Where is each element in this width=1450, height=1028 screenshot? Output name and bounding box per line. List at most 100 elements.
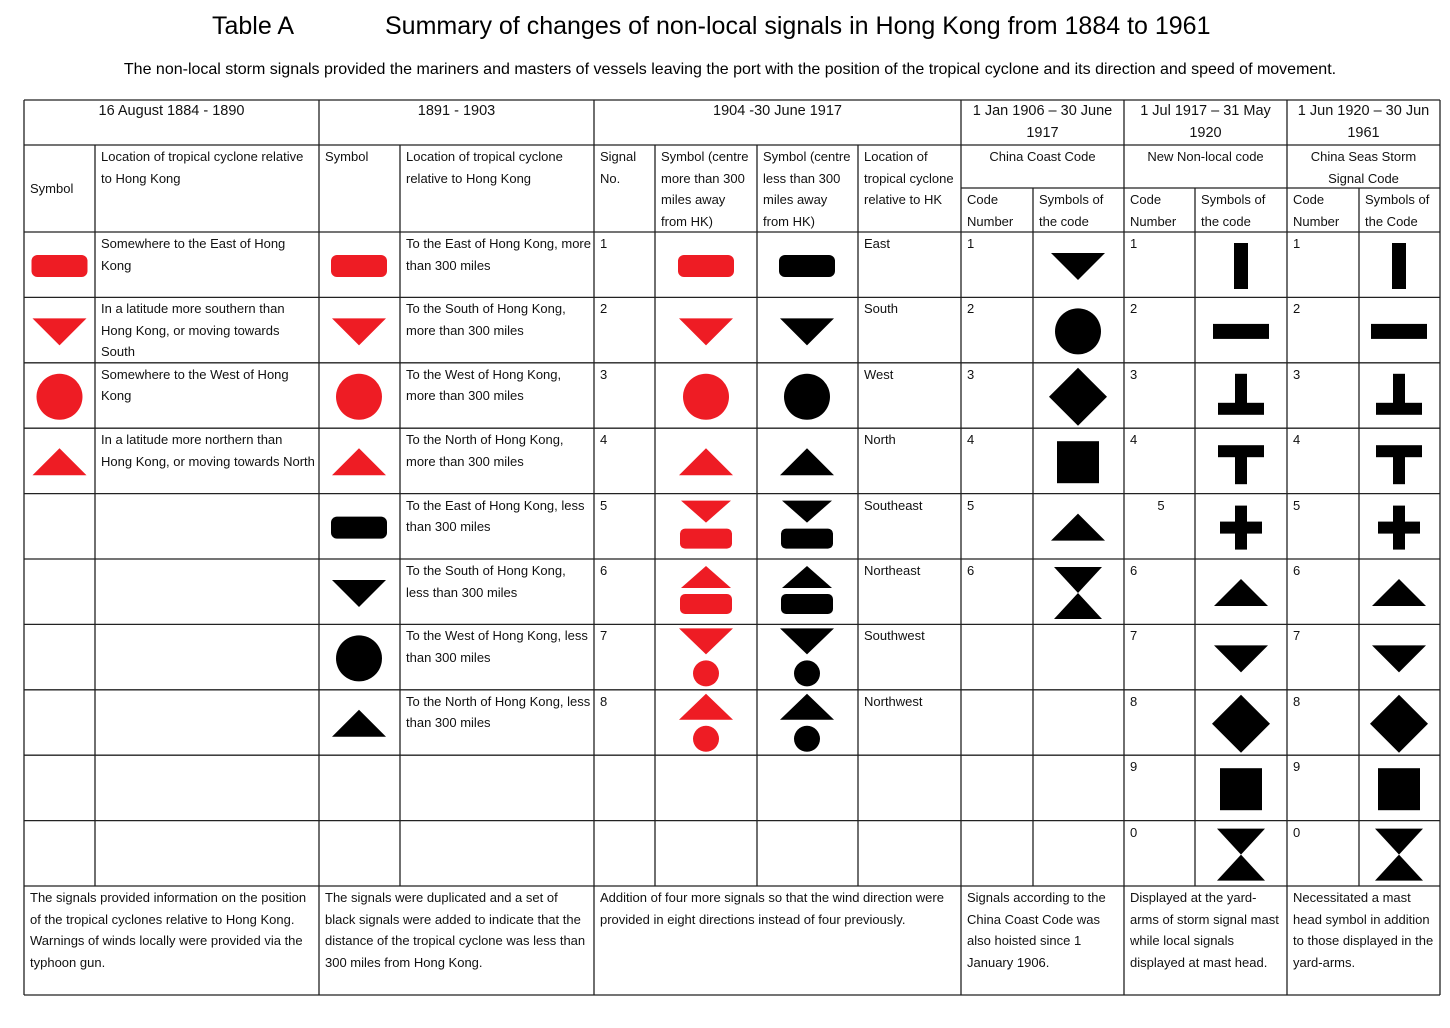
cell-text: East (864, 236, 891, 251)
signal-symbol (331, 516, 387, 539)
column-header: Signal No. (600, 149, 637, 186)
cell-text: 8 (1130, 693, 1138, 709)
cell-text: 4 (1293, 432, 1301, 448)
cell-text: 4 (1130, 432, 1138, 448)
signal-symbol (1217, 828, 1265, 855)
signal-symbol (31, 255, 88, 277)
column-header: Symbols of the code (1201, 192, 1266, 229)
signal-symbol (784, 373, 830, 420)
signal-symbol (680, 528, 732, 549)
note: Displayed at the yard-arms of storm sign… (1130, 890, 1279, 970)
signal-symbol (336, 635, 382, 682)
signal-symbol (332, 580, 386, 607)
period-header: 1 Jun 1920 – 30 Jun 1961 (1297, 103, 1430, 141)
signal-symbol (1214, 645, 1268, 673)
cell-text: To the South of Hong Kong, more than 300… (406, 301, 566, 338)
cell-text: 0 (1293, 824, 1301, 840)
cell-text: 6 (1293, 563, 1301, 578)
cell-text: 2 (967, 301, 975, 317)
signal-symbol (32, 448, 87, 476)
cell-text: In a latitude more northern than Hong Ko… (101, 432, 315, 469)
cell-text: North (864, 432, 896, 448)
signal-symbol (782, 500, 832, 523)
signal-symbol (1057, 441, 1099, 484)
period-header: 1 Jan 1906 – 30 June 1917 (972, 103, 1113, 141)
title: Summary of changes of non-local signals … (385, 12, 1211, 40)
cell-text: 5 (1157, 497, 1165, 513)
signal-symbol (1218, 402, 1264, 415)
cell-text: 5 (967, 497, 975, 513)
signal-symbol (1392, 243, 1406, 289)
cell-text: Somewhere to the East of Hong Kong (101, 236, 286, 273)
signal-symbol (336, 373, 382, 420)
signal-symbol (1378, 768, 1420, 811)
cell-text: 1 (600, 236, 608, 251)
column-header: Symbol (centre more than 300 miles away … (661, 149, 749, 229)
signal-symbol (679, 448, 733, 476)
column-header: Symbols of the code (1039, 192, 1104, 229)
cell-text: To the North of Hong Kong, less than 300… (406, 693, 591, 731)
cell-text: West (864, 366, 894, 382)
cell-text: Northwest (864, 693, 923, 709)
period-header: 16 August 1884 - 1890 (98, 103, 245, 119)
signal-symbol (693, 725, 719, 752)
signal-symbol (1393, 454, 1405, 485)
cell-text: 6 (600, 563, 608, 578)
signal-symbol (1220, 768, 1262, 811)
column-header: Code Number (1130, 192, 1177, 229)
signal-symbol (781, 528, 833, 549)
cell-text: 6 (1130, 563, 1138, 578)
cell-text: To the North of Hong Kong, more than 300… (406, 432, 564, 469)
column-header: Location of tropical cyclone relative to… (864, 149, 954, 207)
signal-symbol (1054, 567, 1102, 593)
period-header: 1891 - 1903 (417, 103, 496, 119)
signal-symbol (779, 255, 835, 277)
signal-symbol (1235, 454, 1247, 485)
cell-text: 5 (600, 497, 608, 513)
cell-text: 8 (600, 693, 608, 709)
signal-symbol (1372, 579, 1426, 606)
cell-text: 1 (1130, 236, 1138, 251)
cell-text: To the East of Hong Kong, less than 300 … (406, 497, 585, 535)
cell-text: To the South of Hong Kong, less than 300… (406, 563, 566, 600)
note: Signals according to the China Coast Cod… (967, 890, 1106, 970)
period-header: 1904 -30 June 1917 (713, 103, 842, 119)
signal-symbol (1234, 243, 1248, 289)
cell-text: To the West of Hong Kong, less than 300 … (406, 628, 588, 665)
signal-symbol (1051, 253, 1105, 280)
cell-text: 2 (600, 301, 608, 317)
signal-symbol (780, 693, 834, 720)
cell-text: 9 (1293, 759, 1301, 775)
signal-symbol (680, 594, 732, 614)
signal-symbol (679, 693, 733, 720)
cell-text: 6 (967, 563, 975, 578)
signal-symbol (1393, 373, 1405, 404)
cell-text: South (864, 301, 898, 317)
signal-symbol (1218, 445, 1264, 458)
cell-text: In a latitude more southern than Hong Ko… (101, 301, 285, 360)
signal-symbol (1214, 579, 1268, 606)
signal-symbol (1378, 521, 1420, 534)
cell-text: 3 (1293, 366, 1301, 382)
signal-symbol (332, 709, 386, 737)
cell-text: 1 (967, 236, 975, 251)
cell-text: 7 (600, 628, 608, 644)
cell-text: 3 (967, 366, 975, 382)
signal-symbol (32, 318, 87, 346)
cell-text: 7 (1293, 628, 1301, 644)
signal-symbol (332, 448, 386, 476)
signal-symbol (1376, 445, 1422, 458)
cell-text: Southwest (864, 628, 925, 644)
signal-symbol (1212, 694, 1270, 753)
cell-text: 7 (1130, 628, 1138, 644)
signal-symbol (794, 725, 820, 752)
signal-symbol (683, 373, 729, 420)
cell-text: 3 (600, 366, 608, 382)
cell-text: 1 (1293, 236, 1301, 251)
cell-text: Somewhere to the West of Hong Kong (101, 366, 289, 404)
signal-symbol (36, 373, 83, 420)
note: Addition of four more signals so that th… (600, 890, 944, 927)
cell-text: 4 (600, 432, 608, 448)
cell-text: 8 (1293, 693, 1301, 709)
signal-symbol (332, 318, 386, 346)
